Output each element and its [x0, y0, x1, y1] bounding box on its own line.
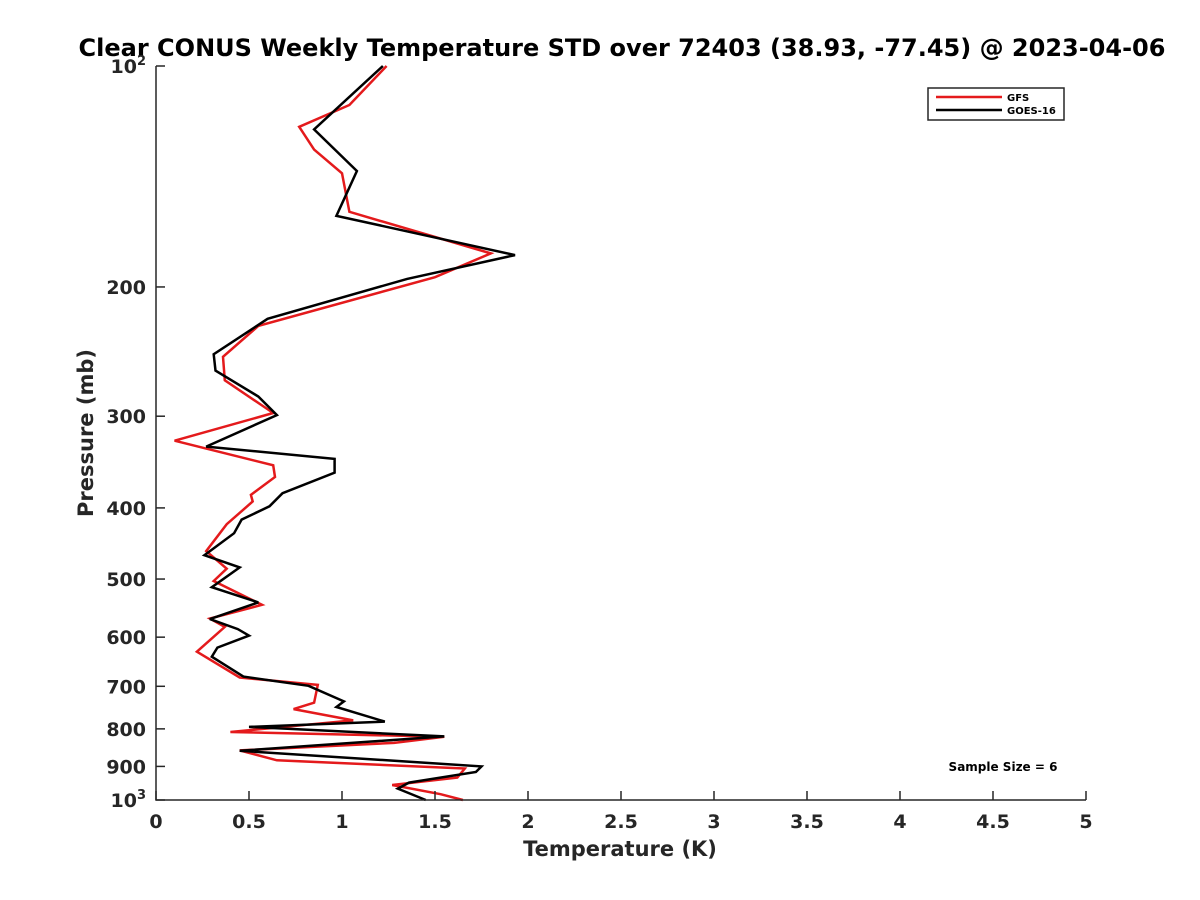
x-tick-label: 0.5: [232, 811, 266, 833]
x-tick-label: 1.5: [418, 811, 452, 833]
x-tick-label: 0: [149, 811, 162, 833]
legend-label-gfs: GFS: [1007, 93, 1029, 104]
x-tick-label: 3.5: [790, 811, 824, 833]
y-tick-label: 300: [106, 406, 146, 428]
legend: GFS GOES-16: [927, 87, 1065, 121]
x-tick-label: 2: [521, 811, 534, 833]
legend-box: [927, 87, 1065, 121]
y-tick-label: 900: [106, 756, 146, 778]
sample-size-annotation: Sample Size = 6: [949, 760, 1058, 774]
y-tick-label: 400: [106, 498, 146, 520]
plot-area: [156, 66, 1086, 800]
x-tick-label: 1: [335, 811, 348, 833]
chart-title: Clear CONUS Weekly Temperature STD over …: [79, 34, 1166, 62]
x-tick-label: 4.5: [976, 811, 1010, 833]
x-tick-label: 3: [707, 811, 720, 833]
y-tick-label: 102: [111, 54, 147, 78]
x-axis-label: Temperature (K): [523, 837, 717, 861]
y-axis-label: Pressure (mb): [74, 349, 98, 517]
x-tick-label: 5: [1079, 811, 1092, 833]
x-axis-ticks: 0 0.5 1 1.5 2 2.5 3 3.5 4 4.5 5: [149, 791, 1093, 833]
y-tick-label: 200: [106, 277, 146, 299]
y-tick-label: 600: [106, 627, 146, 649]
y-tick-label: 500: [106, 569, 146, 591]
series-line-goes16: [201, 65, 516, 802]
legend-label-goes16: GOES-16: [1007, 106, 1056, 117]
series-line-gfs: [174, 65, 495, 802]
x-tick-label: 4: [893, 811, 906, 833]
y-tick-label: 800: [106, 719, 146, 741]
y-tick-label: 103: [111, 788, 147, 812]
y-tick-label: 700: [106, 676, 146, 698]
series-layer: [174, 65, 516, 802]
y-axis-ticks: 102 200 300 400 500 600 700 800 900 103: [106, 54, 165, 812]
x-tick-label: 2.5: [604, 811, 638, 833]
